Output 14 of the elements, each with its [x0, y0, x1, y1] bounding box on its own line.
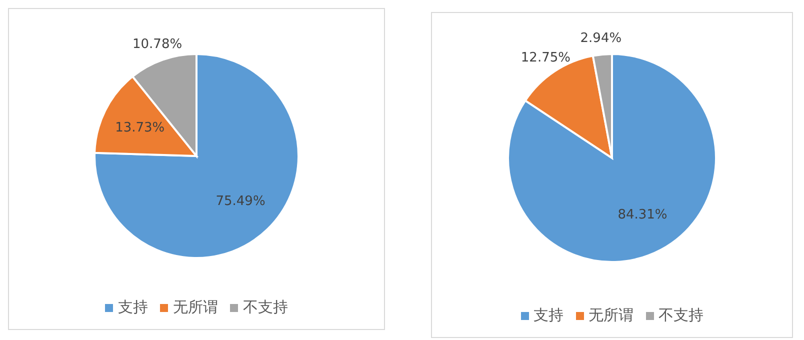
legend-label: 支持: [534, 306, 564, 325]
data-label: 84.31%: [618, 207, 668, 222]
legend-label: 支持: [118, 298, 148, 317]
legend-label: 不支持: [658, 306, 704, 325]
legend-label: 无所谓: [588, 306, 634, 325]
data-label: 2.94%: [580, 31, 622, 46]
data-label: 10.78%: [132, 37, 182, 52]
pie-slice: [507, 53, 717, 263]
legend-label: 无所谓: [173, 298, 218, 317]
legend-label: 不支持: [243, 298, 288, 317]
data-label: 12.75%: [520, 50, 570, 66]
pie-slice: [94, 53, 300, 259]
data-label: 13.73%: [115, 120, 165, 136]
data-label: 75.49%: [216, 194, 266, 209]
